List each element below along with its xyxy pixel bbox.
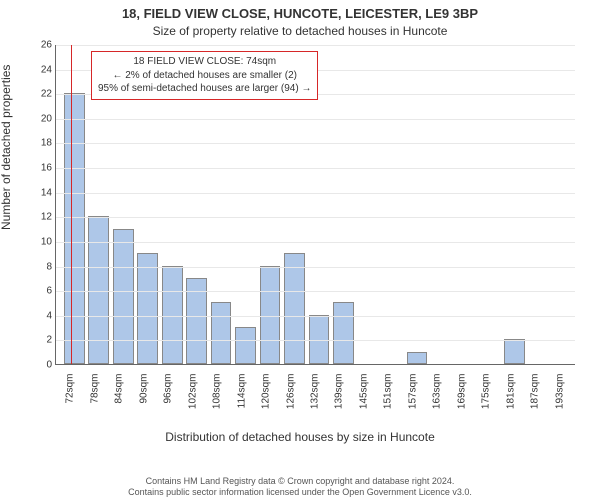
footer-line1: Contains HM Land Registry data © Crown c…: [0, 476, 600, 487]
y-tick-label: 0: [46, 360, 52, 371]
gridline: [56, 217, 575, 218]
y-tick-label: 2: [46, 335, 52, 346]
annotation-line: 18 FIELD VIEW CLOSE: 74sqm: [98, 55, 311, 69]
x-tick-label: 84sqm: [114, 374, 125, 404]
bar: [284, 253, 305, 364]
chart-plot-area: 0246810121416182022242672sqm78sqm84sqm90…: [55, 45, 575, 365]
y-tick-label: 10: [41, 236, 52, 247]
gridline: [56, 242, 575, 243]
x-tick-label: 96sqm: [163, 374, 174, 404]
y-tick-label: 14: [41, 187, 52, 198]
x-tick-label: 151sqm: [383, 374, 394, 410]
y-tick-label: 26: [41, 40, 52, 51]
footer-line2: Contains public sector information licen…: [0, 487, 600, 498]
bar: [260, 266, 281, 364]
page-title-line1: 18, FIELD VIEW CLOSE, HUNCOTE, LEICESTER…: [0, 6, 600, 21]
x-tick-label: 102sqm: [187, 374, 198, 410]
bar: [113, 229, 134, 364]
x-tick-label: 126sqm: [285, 374, 296, 410]
gridline: [56, 291, 575, 292]
x-tick-label: 139sqm: [334, 374, 345, 410]
bar: [64, 93, 85, 364]
y-axis-label: Number of detached properties: [0, 65, 13, 230]
bar: [137, 253, 158, 364]
x-tick-label: 193sqm: [554, 374, 565, 410]
y-tick-label: 20: [41, 113, 52, 124]
y-tick-label: 12: [41, 212, 52, 223]
marker-line: [71, 45, 72, 364]
gridline: [56, 316, 575, 317]
gridline: [56, 267, 575, 268]
annotation-box: 18 FIELD VIEW CLOSE: 74sqm← 2% of detach…: [91, 51, 318, 100]
x-tick-label: 90sqm: [138, 374, 149, 404]
bar: [407, 352, 428, 364]
bar: [162, 266, 183, 364]
gridline: [56, 193, 575, 194]
x-tick-label: 187sqm: [530, 374, 541, 410]
y-tick-label: 6: [46, 286, 52, 297]
x-tick-label: 175sqm: [481, 374, 492, 410]
x-tick-label: 120sqm: [261, 374, 272, 410]
x-tick-label: 163sqm: [432, 374, 443, 410]
bar: [235, 327, 256, 364]
x-tick-label: 145sqm: [358, 374, 369, 410]
gridline: [56, 119, 575, 120]
x-tick-label: 114sqm: [236, 374, 247, 409]
footer: Contains HM Land Registry data © Crown c…: [0, 476, 600, 499]
y-tick-label: 24: [41, 64, 52, 75]
bar: [333, 302, 354, 364]
y-tick-label: 22: [41, 89, 52, 100]
x-tick-label: 169sqm: [456, 374, 467, 410]
page-title-line2: Size of property relative to detached ho…: [0, 24, 600, 38]
gridline: [56, 143, 575, 144]
x-tick-label: 72sqm: [65, 374, 76, 404]
y-tick-label: 18: [41, 138, 52, 149]
annotation-line: 95% of semi-detached houses are larger (…: [98, 82, 311, 96]
x-tick-label: 108sqm: [212, 374, 223, 410]
x-axis-label: Distribution of detached houses by size …: [0, 430, 600, 444]
y-tick-label: 4: [46, 310, 52, 321]
y-tick-label: 16: [41, 163, 52, 174]
x-tick-label: 78sqm: [89, 374, 100, 404]
bar: [211, 302, 232, 364]
gridline: [56, 45, 575, 46]
gridline: [56, 340, 575, 341]
y-tick-label: 8: [46, 261, 52, 272]
bar: [504, 339, 525, 364]
annotation-line: ← 2% of detached houses are smaller (2): [98, 69, 311, 83]
x-tick-label: 181sqm: [505, 374, 516, 410]
x-tick-label: 157sqm: [407, 374, 418, 410]
gridline: [56, 168, 575, 169]
x-tick-label: 132sqm: [310, 374, 321, 410]
